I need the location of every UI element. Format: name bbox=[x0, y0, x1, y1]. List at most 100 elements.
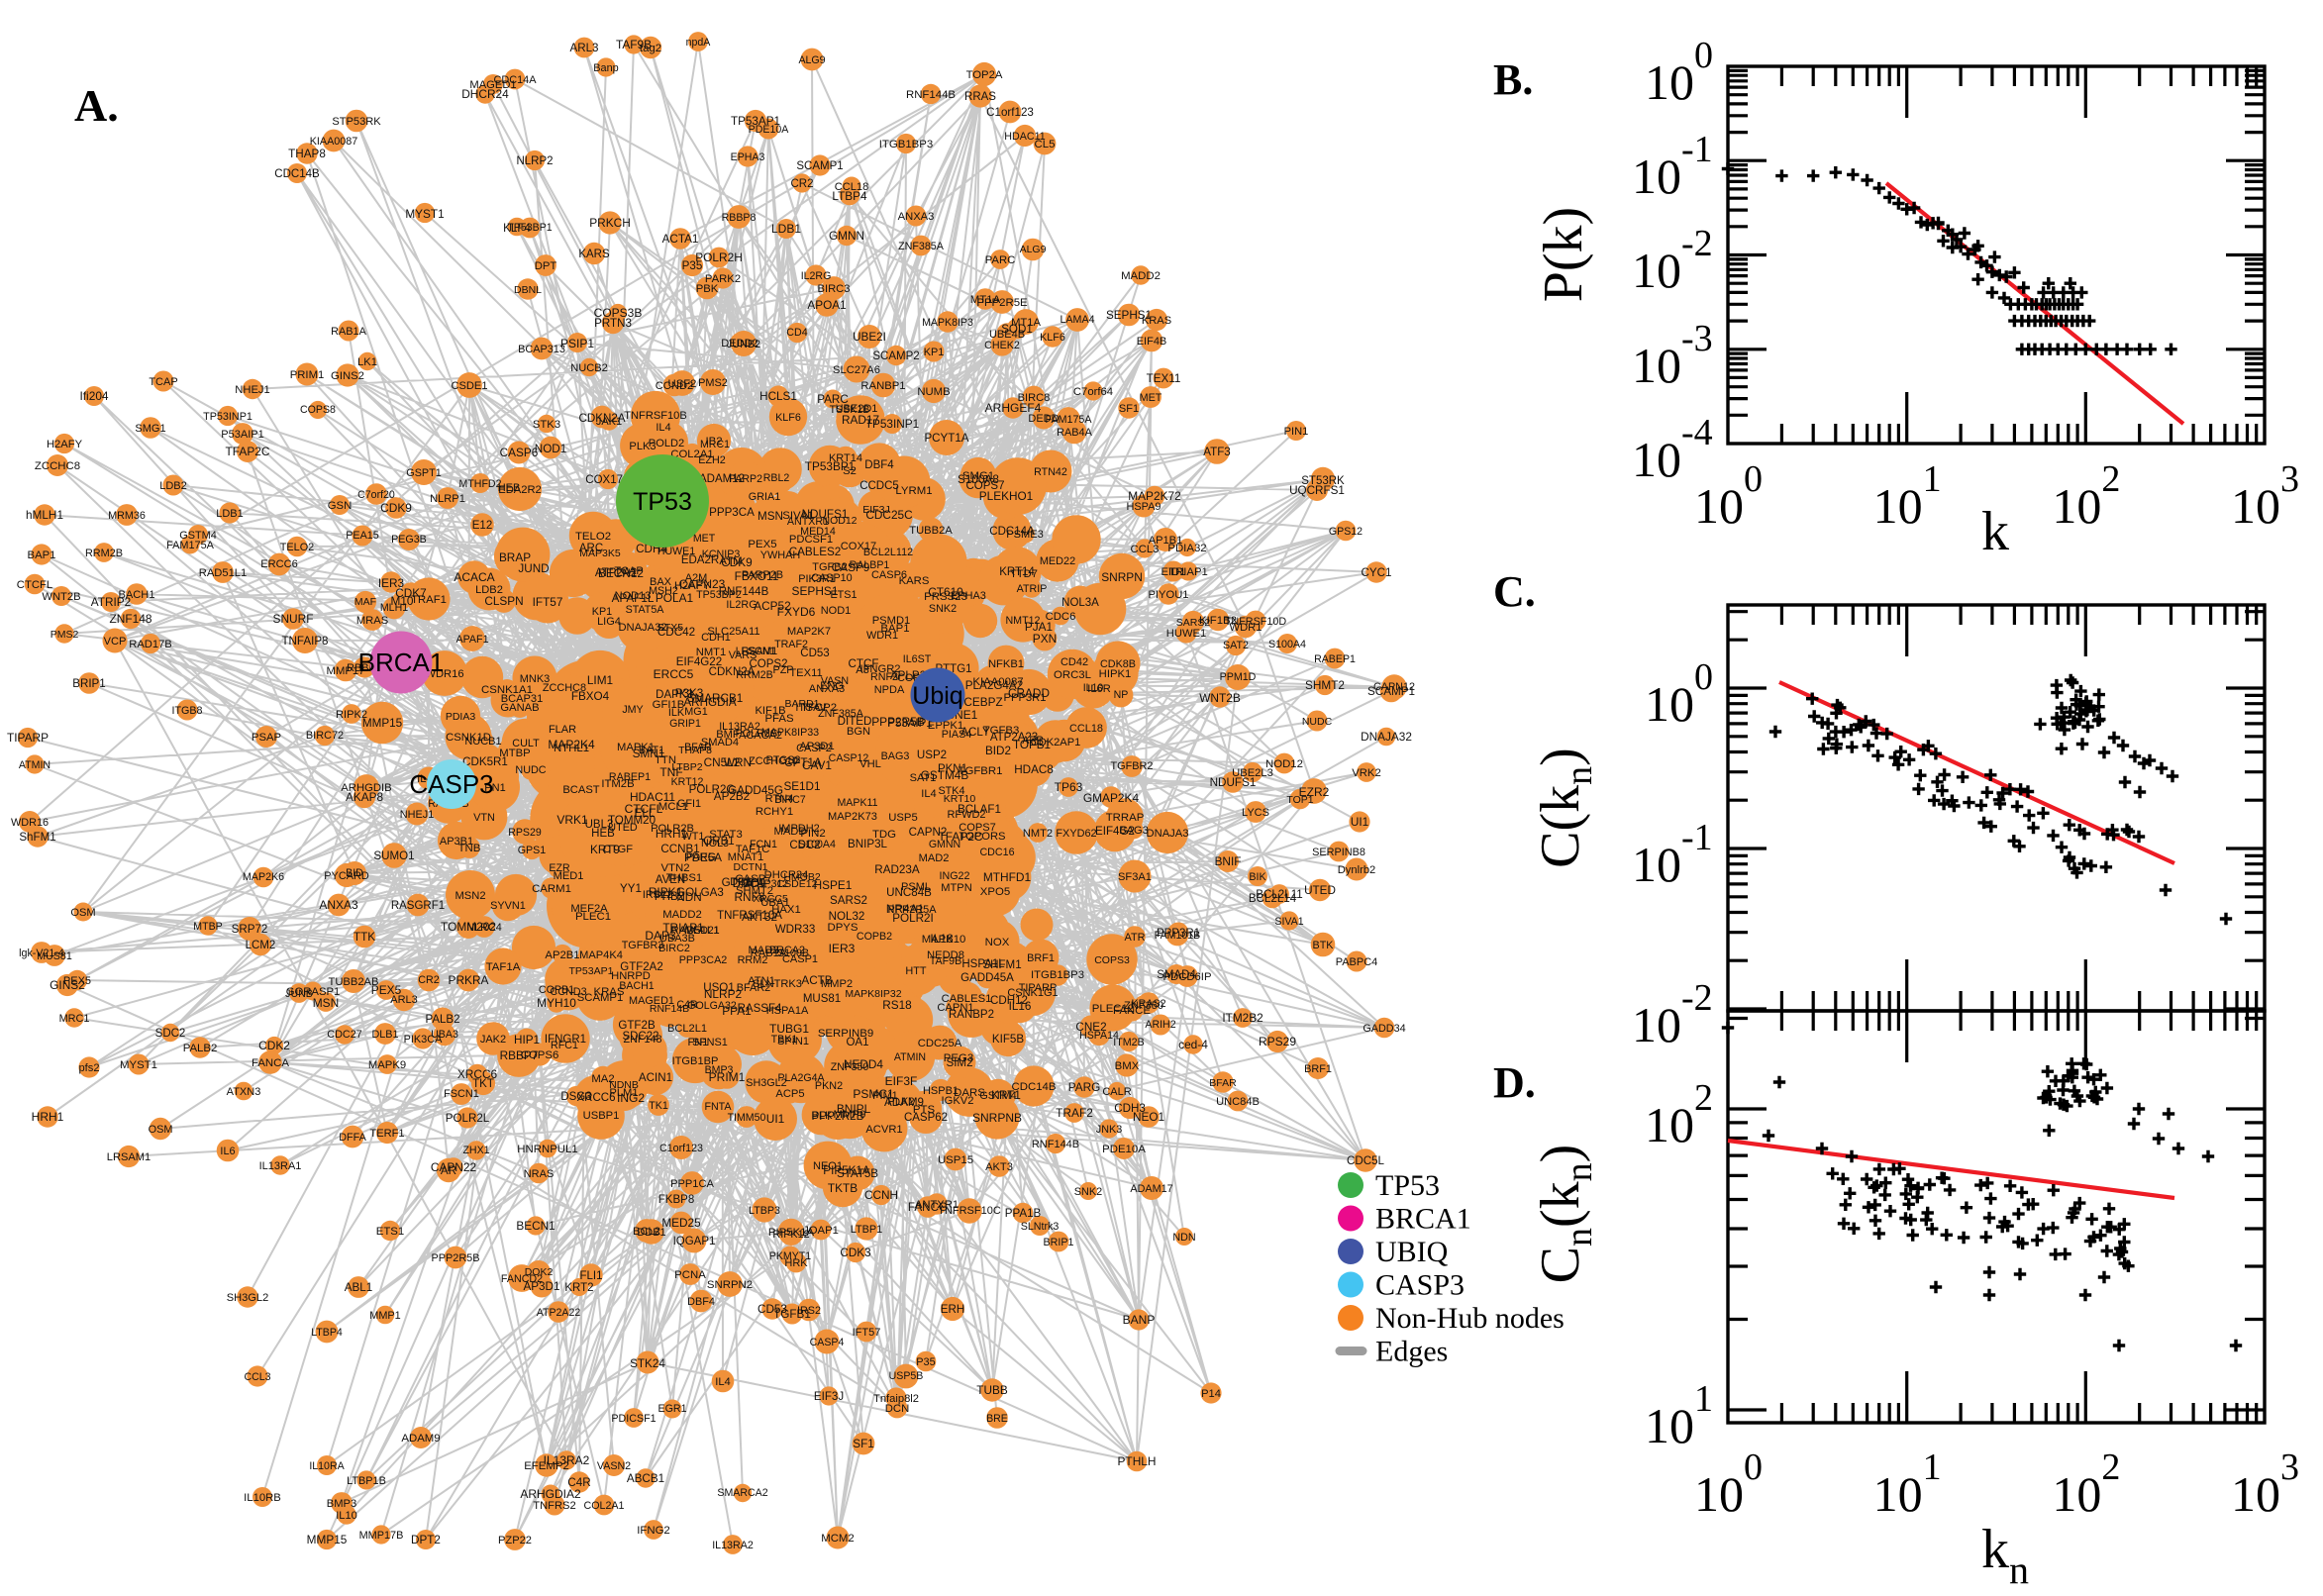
svg-text:TP53INP1: TP53INP1 bbox=[865, 417, 919, 431]
svg-text:UBE2I: UBE2I bbox=[853, 331, 886, 344]
svg-text:IL6ST: IL6ST bbox=[903, 653, 932, 665]
svg-text:P14: P14 bbox=[1201, 1388, 1221, 1400]
svg-text:CEBPZ: CEBPZ bbox=[963, 695, 1002, 709]
svg-text:ACP5: ACP5 bbox=[775, 1088, 804, 1100]
svg-text:NDN: NDN bbox=[676, 891, 701, 904]
svg-text:CAPN23: CAPN23 bbox=[679, 577, 726, 591]
svg-text:GINS2: GINS2 bbox=[331, 370, 364, 382]
svg-text:TUBB2A: TUBB2A bbox=[909, 525, 953, 537]
svg-text:TP53BP1: TP53BP1 bbox=[507, 222, 552, 234]
svg-text:MED21: MED21 bbox=[684, 925, 719, 937]
svg-text:PXN: PXN bbox=[1033, 632, 1057, 646]
svg-text:UBA1: UBA1 bbox=[760, 897, 790, 909]
svg-text:XPO5: XPO5 bbox=[980, 886, 1010, 898]
svg-text:CR2: CR2 bbox=[418, 974, 439, 986]
svg-text:MMP1: MMP1 bbox=[369, 1310, 400, 1322]
svg-text:FLAR: FLAR bbox=[549, 724, 576, 736]
svg-text:ERH: ERH bbox=[941, 1303, 964, 1316]
svg-text:LTBP3: LTBP3 bbox=[749, 1205, 780, 1217]
svg-text:MMP17: MMP17 bbox=[327, 665, 365, 677]
svg-text:RNF144B: RNF144B bbox=[1032, 1139, 1079, 1150]
svg-text:SLC25A11: SLC25A11 bbox=[707, 626, 759, 638]
svg-text:ced-4: ced-4 bbox=[1178, 1038, 1208, 1051]
svg-text:NR4A1: NR4A1 bbox=[886, 902, 925, 916]
svg-text:PARC: PARC bbox=[817, 393, 849, 406]
svg-text:ZNF385A: ZNF385A bbox=[898, 241, 945, 252]
svg-text:FKBP8: FKBP8 bbox=[658, 1194, 694, 1206]
svg-text:KLF6: KLF6 bbox=[1040, 332, 1065, 344]
svg-text:RNF8: RNF8 bbox=[734, 890, 764, 904]
svg-text:LRSAM1: LRSAM1 bbox=[107, 1151, 151, 1163]
svg-text:MADD2: MADD2 bbox=[1121, 270, 1161, 282]
svg-text:ANXA3: ANXA3 bbox=[319, 898, 358, 912]
svg-text:SERPINB8: SERPINB8 bbox=[1312, 847, 1365, 858]
svg-text:C4R: C4R bbox=[567, 1476, 590, 1489]
svg-text:CDH12: CDH12 bbox=[990, 994, 1028, 1007]
svg-text:MA2: MA2 bbox=[591, 1073, 614, 1085]
svg-text:SMAD4: SMAD4 bbox=[701, 737, 739, 748]
svg-text:CCDC5: CCDC5 bbox=[859, 480, 899, 492]
svg-text:AP2B2: AP2B2 bbox=[714, 790, 750, 803]
svg-text:GSTM4: GSTM4 bbox=[979, 1090, 1016, 1102]
svg-text:LK1: LK1 bbox=[357, 356, 377, 368]
svg-text:CAPN22: CAPN22 bbox=[431, 1160, 477, 1174]
svg-text:NTHL1: NTHL1 bbox=[554, 743, 589, 754]
svg-text:KRAS: KRAS bbox=[1142, 315, 1171, 327]
svg-text:LDB2: LDB2 bbox=[475, 584, 503, 596]
svg-text:MTHFD1: MTHFD1 bbox=[983, 870, 1032, 884]
svg-text:Dynlrb2: Dynlrb2 bbox=[1338, 864, 1376, 876]
svg-text:TUBB2AB: TUBB2AB bbox=[329, 976, 379, 988]
svg-text:PIM1: PIM1 bbox=[872, 1090, 897, 1102]
svg-text:TRAF1: TRAF1 bbox=[411, 594, 447, 606]
svg-text:UQCRFS1: UQCRFS1 bbox=[1289, 484, 1345, 497]
svg-text:E12: E12 bbox=[472, 520, 492, 532]
svg-text:PPA1B: PPA1B bbox=[1005, 1207, 1042, 1220]
svg-text:POLR2L: POLR2L bbox=[446, 1112, 490, 1125]
svg-text:IFT57: IFT57 bbox=[853, 1327, 881, 1339]
svg-text:NMT12: NMT12 bbox=[1005, 615, 1040, 627]
svg-text:A3: A3 bbox=[856, 664, 869, 676]
svg-text:MAPK11: MAPK11 bbox=[837, 797, 877, 809]
svg-text:SDC2: SDC2 bbox=[155, 1028, 186, 1040]
svg-text:TNFRS2: TNFRS2 bbox=[533, 1500, 576, 1512]
svg-text:BAP1: BAP1 bbox=[28, 549, 56, 561]
svg-text:XRCC6: XRCC6 bbox=[577, 1092, 616, 1104]
svg-text:PIN2: PIN2 bbox=[800, 828, 825, 840]
svg-text:PTS: PTS bbox=[913, 1104, 936, 1116]
svg-text:UBE4B: UBE4B bbox=[989, 329, 1025, 341]
svg-text:KIF1B2: KIF1B2 bbox=[1199, 615, 1237, 627]
svg-text:BAG3: BAG3 bbox=[881, 750, 910, 762]
svg-text:IL4: IL4 bbox=[656, 422, 670, 434]
svg-text:CDC6: CDC6 bbox=[1046, 611, 1076, 623]
svg-text:TELO2: TELO2 bbox=[280, 542, 315, 553]
svg-text:RAB4A: RAB4A bbox=[1057, 427, 1092, 439]
svg-text:ARHGDIB: ARHGDIB bbox=[341, 782, 391, 794]
svg-text:APAF1: APAF1 bbox=[455, 634, 488, 646]
svg-text:KRAS: KRAS bbox=[593, 986, 624, 998]
svg-text:PARG: PARG bbox=[686, 851, 717, 863]
svg-text:THAP8: THAP8 bbox=[678, 745, 712, 756]
svg-text:MYST1: MYST1 bbox=[120, 1059, 157, 1071]
svg-text:JUNB: JUNB bbox=[285, 988, 313, 1000]
svg-text:TGFB3: TGFB3 bbox=[983, 725, 1020, 737]
svg-text:IL10: IL10 bbox=[1083, 682, 1104, 694]
svg-text:PSAP: PSAP bbox=[252, 732, 281, 744]
svg-text:GOLGA32: GOLGA32 bbox=[687, 1000, 737, 1012]
svg-text:TNFAIP8: TNFAIP8 bbox=[281, 635, 328, 648]
svg-text:NOD13: NOD13 bbox=[615, 590, 652, 602]
svg-text:SYVN1: SYVN1 bbox=[490, 900, 526, 912]
svg-text:DPYS: DPYS bbox=[827, 922, 858, 934]
svg-text:LDB2: LDB2 bbox=[159, 480, 187, 492]
svg-text:BFAR2: BFAR2 bbox=[737, 982, 771, 994]
svg-text:BACH1: BACH1 bbox=[619, 980, 654, 992]
svg-text:GFI1B: GFI1B bbox=[653, 699, 685, 711]
svg-text:WNT2B: WNT2B bbox=[1199, 691, 1241, 705]
svg-text:S2: S2 bbox=[843, 465, 857, 477]
svg-text:HEB: HEB bbox=[591, 828, 615, 840]
svg-text:APAF1L: APAF1L bbox=[612, 592, 655, 605]
svg-text:BCL2L11: BCL2L11 bbox=[1256, 888, 1302, 901]
svg-text:DMC1: DMC1 bbox=[733, 878, 765, 890]
svg-text:MAP2K6: MAP2K6 bbox=[243, 871, 284, 883]
svg-text:CDK2: CDK2 bbox=[258, 1039, 290, 1052]
svg-text:HRK: HRK bbox=[784, 1257, 808, 1269]
